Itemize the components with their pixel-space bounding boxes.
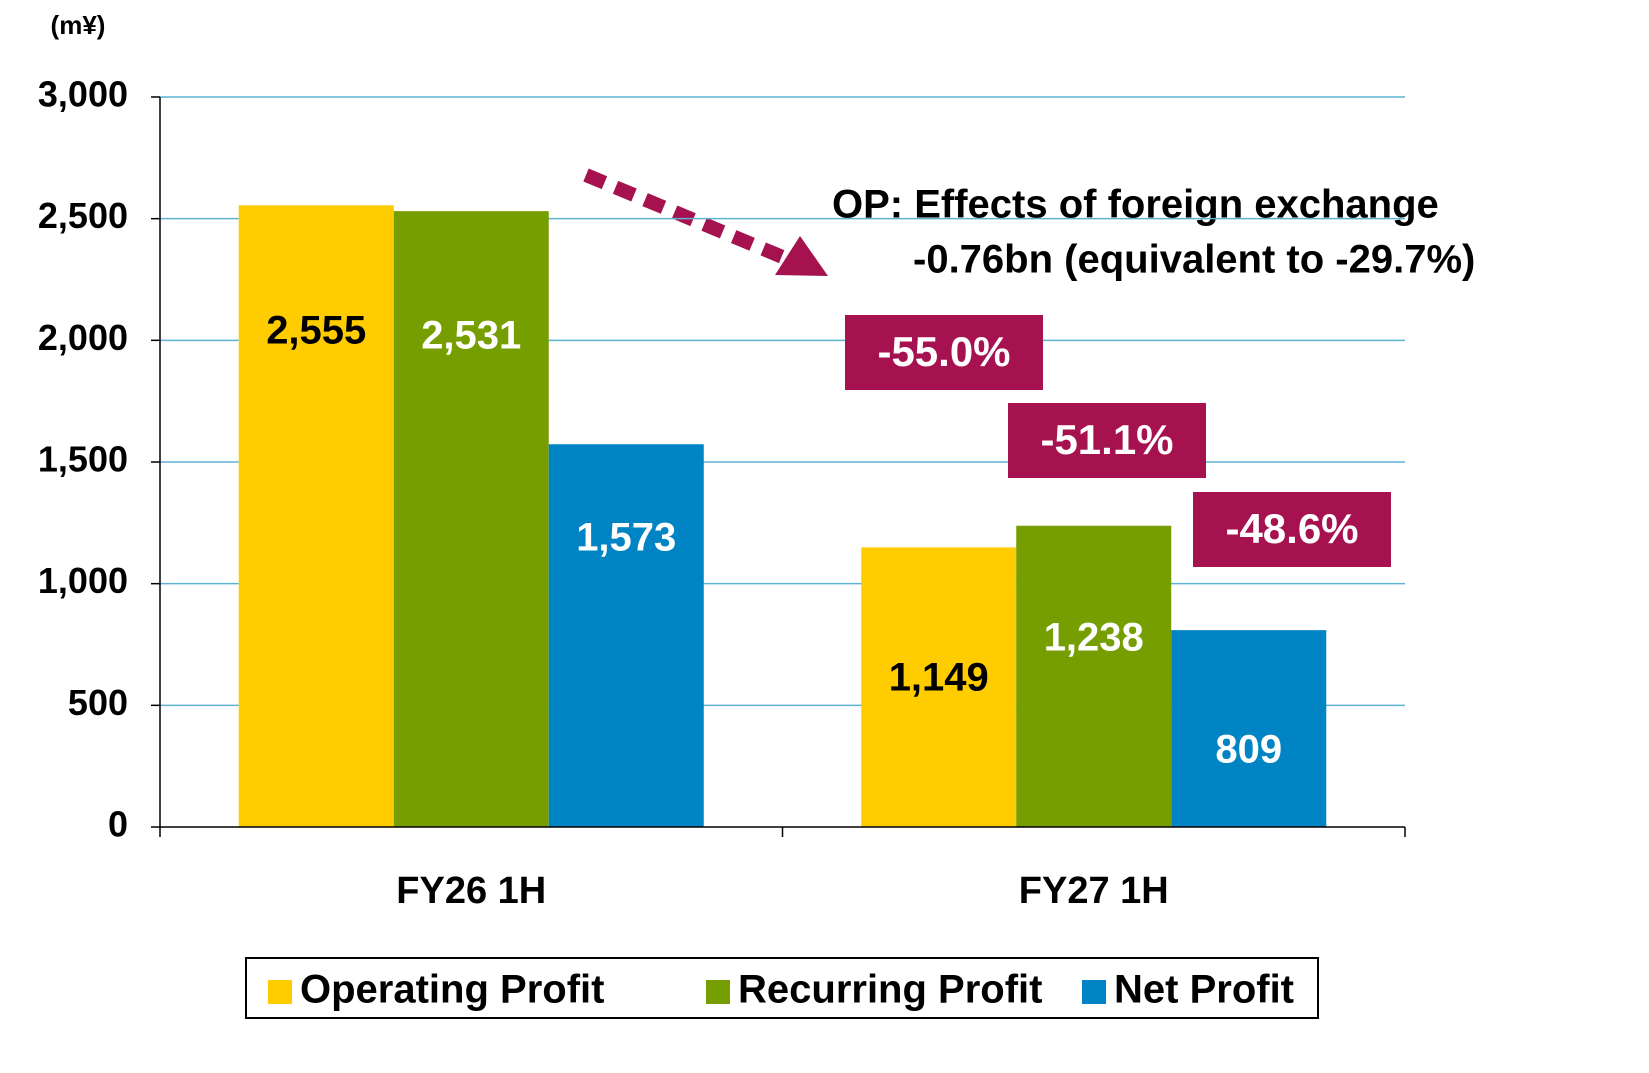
value-label: 1,238 <box>1044 616 1144 660</box>
value-label: 2,555 <box>266 309 366 353</box>
legend-label: Recurring Profit <box>738 968 1042 1012</box>
change-label: -51.1% <box>1040 416 1173 463</box>
legend-swatch <box>706 980 730 1004</box>
bar <box>1016 525 1172 827</box>
legend-label: Operating Profit <box>300 968 604 1012</box>
legend-label: Net Profit <box>1114 968 1294 1012</box>
change-box <box>1193 492 1391 567</box>
change-box <box>845 315 1043 390</box>
y-tick-label: 2,500 <box>38 195 128 236</box>
arrow <box>583 168 788 265</box>
value-label: 1,149 <box>889 656 989 700</box>
value-label: 2,531 <box>421 314 521 358</box>
bar <box>238 205 394 828</box>
change-box <box>1008 403 1206 478</box>
bar <box>393 211 549 827</box>
legend-swatch <box>1082 980 1106 1004</box>
x-tick-label: FY27 1H <box>1019 870 1169 912</box>
annotation: OP: Effects of foreign exchange <box>832 183 1439 227</box>
y-tick-label: 2,000 <box>38 317 128 358</box>
y-tick-label: 1,000 <box>38 560 128 601</box>
change-label: -48.6% <box>1225 505 1358 552</box>
arrow-head <box>775 236 828 276</box>
bar <box>1171 630 1327 827</box>
bar <box>861 547 1017 827</box>
value-label: 809 <box>1215 728 1282 772</box>
unit-label: (m¥) <box>51 10 106 40</box>
annotation: -0.76bn (equivalent to -29.7%) <box>913 238 1475 282</box>
y-tick-label: 3,000 <box>38 74 128 115</box>
x-tick-label: FY26 1H <box>396 870 546 912</box>
y-tick-label: 1,500 <box>38 439 128 480</box>
legend-box <box>245 957 1319 1019</box>
y-tick-label: 500 <box>68 682 128 723</box>
legend-swatch <box>268 980 292 1004</box>
bar <box>548 444 704 827</box>
y-tick-label: 0 <box>108 804 128 845</box>
change-label: -55.0% <box>877 328 1010 375</box>
value-label: 1,573 <box>576 516 676 560</box>
